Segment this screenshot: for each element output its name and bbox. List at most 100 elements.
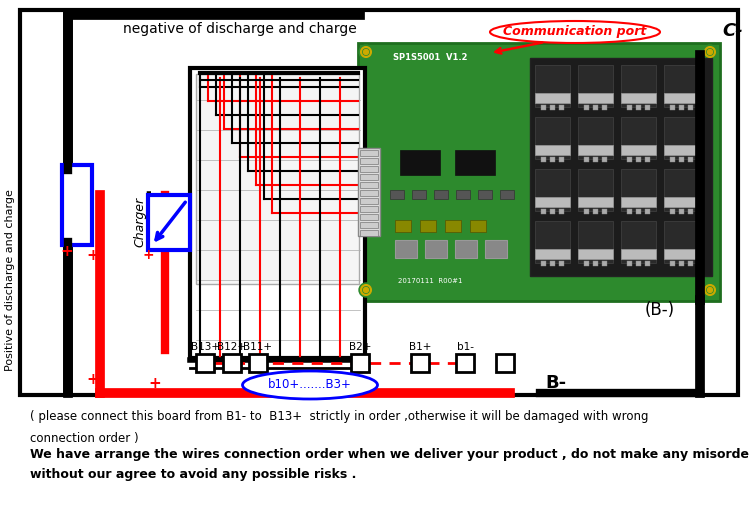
Bar — [360, 182, 378, 188]
Bar — [395, 240, 417, 258]
Bar — [360, 158, 378, 164]
Bar — [360, 206, 378, 212]
Bar — [360, 166, 378, 172]
Bar — [627, 209, 632, 214]
Bar — [434, 190, 448, 199]
Bar — [602, 157, 607, 162]
Bar — [535, 145, 570, 155]
Bar — [621, 65, 656, 107]
Bar — [627, 157, 632, 162]
Bar — [148, 195, 190, 250]
Text: (B-): (B-) — [645, 301, 675, 319]
Bar — [559, 209, 564, 214]
Circle shape — [703, 283, 717, 297]
Bar — [535, 249, 570, 259]
Bar — [636, 261, 641, 266]
Text: +: + — [61, 245, 74, 259]
Bar — [578, 249, 613, 259]
Bar — [62, 165, 92, 245]
Text: ( please connect this board from B1- to  B13+  strictly in order ,otherwise it w: ( please connect this board from B1- to … — [30, 410, 649, 423]
Text: 20170111  R00#1: 20170111 R00#1 — [398, 278, 462, 284]
Bar — [358, 148, 380, 236]
Bar — [535, 65, 570, 107]
Bar — [360, 190, 378, 196]
Bar — [541, 157, 546, 162]
Bar — [360, 214, 378, 220]
Bar — [559, 157, 564, 162]
Bar — [360, 198, 378, 204]
Bar — [627, 105, 632, 110]
Bar — [559, 261, 564, 266]
Bar — [559, 105, 564, 110]
Bar — [578, 117, 613, 159]
Bar — [578, 145, 613, 155]
Bar — [645, 261, 650, 266]
Text: b1-: b1- — [457, 342, 473, 352]
Bar — [670, 209, 675, 214]
Bar — [190, 68, 365, 358]
Bar — [360, 150, 378, 156]
Bar — [602, 209, 607, 214]
Bar — [593, 261, 598, 266]
Text: We have arrange the wires connection order when we deliver your product , do not: We have arrange the wires connection ord… — [30, 448, 750, 461]
Bar — [664, 221, 699, 263]
Bar — [445, 220, 461, 232]
Bar — [535, 169, 570, 211]
Bar — [455, 150, 495, 175]
Bar — [500, 190, 514, 199]
Bar — [541, 261, 546, 266]
Bar — [456, 354, 474, 372]
Bar — [360, 230, 378, 236]
Bar — [455, 240, 477, 258]
Text: -: - — [64, 154, 70, 170]
Bar — [664, 117, 699, 159]
Bar — [496, 354, 514, 372]
Text: B11+: B11+ — [244, 342, 272, 352]
Text: +: + — [142, 248, 154, 262]
Circle shape — [364, 49, 368, 55]
Bar — [670, 261, 675, 266]
Bar — [535, 117, 570, 159]
Bar — [679, 105, 684, 110]
Bar — [223, 354, 241, 372]
Bar — [425, 240, 447, 258]
Bar — [645, 105, 650, 110]
Bar — [535, 221, 570, 263]
Bar — [390, 190, 404, 199]
Bar — [550, 261, 555, 266]
Bar — [470, 220, 486, 232]
Bar — [664, 249, 699, 259]
Bar — [636, 105, 641, 110]
Circle shape — [364, 288, 368, 292]
Bar — [478, 190, 492, 199]
Bar — [360, 174, 378, 180]
Bar — [578, 65, 613, 107]
Bar — [688, 209, 693, 214]
Text: Positive of discharge and charge: Positive of discharge and charge — [5, 189, 15, 371]
Bar — [688, 261, 693, 266]
Bar — [621, 145, 656, 155]
Circle shape — [703, 45, 717, 59]
Bar — [664, 169, 699, 211]
Bar — [645, 209, 650, 214]
Text: negative of discharge and charge: negative of discharge and charge — [123, 22, 357, 36]
Text: +: + — [148, 375, 161, 391]
Text: B12+: B12+ — [217, 342, 247, 352]
Bar — [382, 58, 527, 276]
Bar — [420, 220, 436, 232]
Bar — [621, 197, 656, 207]
Bar — [602, 105, 607, 110]
Bar — [679, 157, 684, 162]
Bar — [621, 221, 656, 263]
Text: +: + — [86, 373, 99, 387]
Bar — [196, 74, 359, 284]
Text: SP1S5001  V1.2: SP1S5001 V1.2 — [393, 53, 467, 62]
Bar — [664, 197, 699, 207]
Text: without our agree to avoid any possible risks .: without our agree to avoid any possible … — [30, 468, 356, 481]
Bar — [550, 157, 555, 162]
Ellipse shape — [242, 371, 377, 399]
Text: B-: B- — [545, 374, 566, 392]
Bar — [578, 197, 613, 207]
Text: Communication port: Communication port — [503, 26, 646, 38]
Circle shape — [359, 283, 373, 297]
